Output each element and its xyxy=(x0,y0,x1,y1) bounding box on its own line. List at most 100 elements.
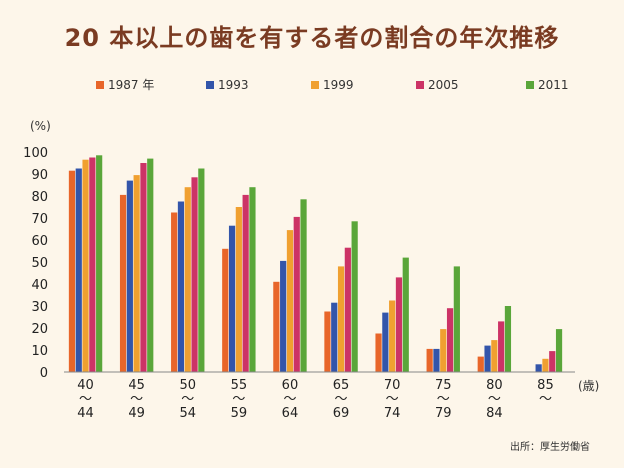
bar xyxy=(389,300,396,372)
y-tick-label: 50 xyxy=(31,256,48,271)
y-tick-label: 100 xyxy=(23,146,48,161)
bar xyxy=(198,168,205,372)
legend-item: 2005 xyxy=(416,78,459,92)
bar xyxy=(395,277,403,372)
bar xyxy=(446,308,454,372)
legend-label: 2011 xyxy=(538,78,569,92)
y-tick-label: 0 xyxy=(40,366,48,381)
legend-swatch xyxy=(416,81,424,89)
x-tick-label: 44 xyxy=(77,406,94,421)
x-axis-label: (歳) xyxy=(578,379,599,393)
bar xyxy=(119,194,127,372)
x-tick-label: 49 xyxy=(128,406,145,421)
bar xyxy=(191,177,198,372)
bar xyxy=(331,302,338,372)
legend-swatch xyxy=(526,81,534,89)
y-axis-label: (%) xyxy=(30,119,51,133)
x-tick-label: 64 xyxy=(282,406,299,421)
x-tick-label: 〜 xyxy=(130,392,143,407)
bar xyxy=(82,159,89,372)
y-tick-label: 30 xyxy=(31,300,48,315)
x-tick-label: 65 xyxy=(333,378,350,393)
bar xyxy=(89,157,96,372)
legend-swatch xyxy=(206,81,214,89)
y-tick-label: 10 xyxy=(31,344,48,359)
bar xyxy=(498,321,505,372)
x-tick-label: 〜 xyxy=(488,392,501,407)
bar xyxy=(140,163,147,372)
bar xyxy=(344,247,351,372)
bar xyxy=(286,230,294,372)
x-tick-label: 85 xyxy=(537,378,554,393)
x-tick-label: 60 xyxy=(282,378,299,393)
bar xyxy=(351,221,358,372)
bar xyxy=(249,187,256,372)
bar xyxy=(504,306,512,372)
bar xyxy=(375,333,382,372)
x-tick-label: 54 xyxy=(179,406,196,421)
bar xyxy=(535,364,542,372)
bar xyxy=(402,257,409,372)
x-tick-label: 〜 xyxy=(539,392,552,407)
chart-legend: 1987 年 1993 1999 2005 2011 xyxy=(96,78,569,92)
legend-label: 1999 xyxy=(323,78,354,92)
bar xyxy=(222,248,229,372)
bars xyxy=(68,155,563,372)
legend-item: 1999 xyxy=(311,78,354,92)
y-tick-label: 80 xyxy=(31,190,48,205)
y-tick-label: 70 xyxy=(31,212,48,227)
x-tick-label: 75 xyxy=(435,378,452,393)
source-note: 出所：厚生労働省 xyxy=(510,442,590,453)
x-tick-label: 79 xyxy=(435,406,452,421)
bar xyxy=(171,212,178,372)
x-tick-label: 55 xyxy=(231,378,248,393)
y-tick-label: 60 xyxy=(31,234,48,249)
bar xyxy=(126,180,133,372)
x-tick-label: 74 xyxy=(384,406,401,421)
x-tick-label: 40 xyxy=(77,378,94,393)
bar xyxy=(453,266,460,372)
x-tick-label: 〜 xyxy=(232,392,245,407)
x-tick-label: 45 xyxy=(128,378,145,393)
bar xyxy=(433,348,440,372)
x-axis: 40〜4445〜4950〜5455〜5960〜6465〜6970〜7475〜79… xyxy=(64,371,575,421)
bar xyxy=(440,329,447,372)
y-axis: 0 10 20 30 40 50 60 70 80 90 100 xyxy=(23,146,48,381)
bar xyxy=(555,329,563,372)
bar xyxy=(491,340,498,372)
legend-label: 1987 年 xyxy=(108,78,154,92)
x-tick-label: 80 xyxy=(486,378,503,393)
bar xyxy=(542,358,549,372)
bar xyxy=(177,201,185,372)
bar xyxy=(228,225,236,372)
legend-label: 2005 xyxy=(428,78,459,92)
y-tick-label: 40 xyxy=(31,278,48,293)
x-tick-label: 84 xyxy=(486,406,503,421)
x-tick-label: 〜 xyxy=(79,392,92,407)
bar xyxy=(484,345,491,372)
x-tick-label: 〜 xyxy=(283,392,296,407)
bar xyxy=(68,170,76,372)
legend-item: 1993 xyxy=(206,78,249,92)
bar xyxy=(300,199,307,372)
bar xyxy=(235,207,242,372)
bar xyxy=(75,168,82,372)
x-tick-label: 〜 xyxy=(386,392,399,407)
bar xyxy=(426,348,433,372)
bar xyxy=(147,158,154,372)
bar xyxy=(382,312,389,372)
legend-label: 1993 xyxy=(218,78,249,92)
x-tick-label: 59 xyxy=(231,406,248,421)
x-tick-label: 〜 xyxy=(335,392,348,407)
bar xyxy=(293,216,300,372)
x-tick-label: 〜 xyxy=(437,392,450,407)
bar xyxy=(324,311,331,372)
bar xyxy=(242,194,249,372)
legend-swatch xyxy=(96,81,104,89)
y-tick-label: 90 xyxy=(31,168,48,183)
bar xyxy=(337,266,345,372)
bar xyxy=(477,356,484,372)
x-tick-label: 70 xyxy=(384,378,401,393)
bar xyxy=(273,281,280,372)
